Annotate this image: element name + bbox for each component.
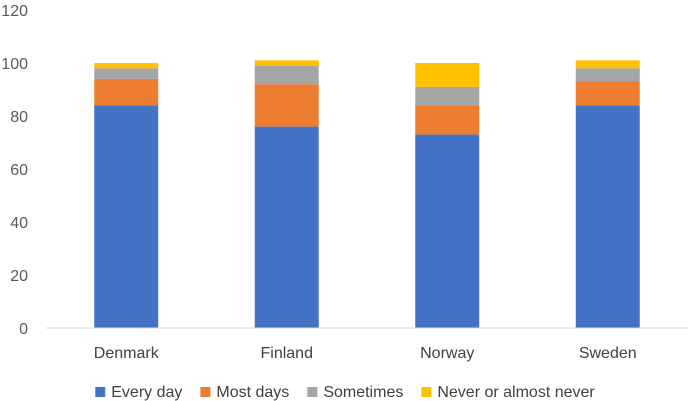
bars: [94, 60, 640, 329]
bar-denmark-never-or-almost-never: [94, 63, 159, 69]
x-tick-label: Denmark: [94, 345, 160, 362]
bar-sweden-never-or-almost-never: [575, 60, 640, 69]
legend-swatch: [95, 387, 106, 397]
x-axis-labels: Denmark Finland Norway Sweden: [94, 345, 637, 362]
bar-finland-never-or-almost-never: [254, 60, 319, 66]
bar-norway-sometimes: [415, 86, 480, 106]
bar-denmark-sometimes: [94, 68, 159, 79]
legend-swatch: [307, 387, 318, 397]
bar-denmark-every-day: [94, 105, 159, 329]
bar-sweden-sometimes: [575, 68, 640, 82]
bar-norway-never-or-almost-never: [415, 63, 480, 87]
bar-norway-most-days: [415, 105, 480, 135]
y-tick-label: 120: [1, 3, 28, 20]
bar-sweden-every-day: [575, 105, 640, 329]
legend-label: Never or almost never: [437, 384, 595, 401]
legend-swatch: [421, 387, 432, 397]
x-tick-label: Sweden: [579, 345, 637, 362]
legend: Every day Most days Sometimes Never or almo…: [95, 384, 595, 401]
y-tick-label: 20: [10, 268, 28, 285]
y-tick-label: 0: [19, 321, 28, 338]
legend-label: Every day: [111, 384, 182, 401]
bar-sweden-most-days: [575, 81, 640, 106]
legend-label: Sometimes: [323, 384, 403, 401]
legend-label: Most days: [216, 384, 289, 401]
bar-norway-every-day: [415, 134, 480, 328]
x-tick-label: Norway: [420, 345, 474, 362]
x-tick-label: Finland: [261, 345, 313, 362]
bar-finland-most-days: [254, 84, 319, 127]
y-tick-label: 40: [10, 215, 28, 232]
y-tick-label: 100: [1, 56, 28, 73]
y-tick-label: 60: [10, 162, 28, 179]
y-tick-label: 80: [10, 109, 28, 126]
bar-finland-every-day: [254, 126, 319, 328]
y-axis-ticks: 0 20 40 60 80 100 120: [1, 3, 28, 338]
bar-finland-sometimes: [254, 65, 319, 85]
bar-denmark-most-days: [94, 78, 159, 106]
legend-swatch: [200, 387, 211, 397]
